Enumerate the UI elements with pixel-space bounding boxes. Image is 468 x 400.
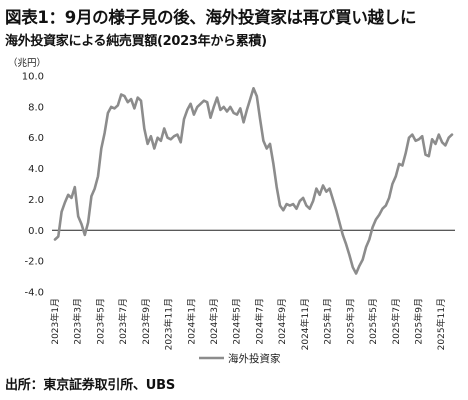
x-tick-label: 2024年9月 xyxy=(276,298,288,345)
y-tick-label: 8.0 xyxy=(28,102,44,113)
series-line xyxy=(53,87,454,275)
x-tick-label: 2025年1月 xyxy=(322,298,334,345)
y-tick-label: -2.0 xyxy=(24,257,44,268)
x-tick-label: 2023年3月 xyxy=(72,298,84,345)
x-axis-ticks: 2023年1月 2023年3月 2023年5月 2023年7月 2023年9月 2023年… xyxy=(49,298,447,350)
x-tick-label: 2025年9月 xyxy=(412,298,424,345)
y-axis-unit: （兆円） xyxy=(8,57,46,69)
y-tick-label: 0.0 xyxy=(28,226,44,237)
x-tick-label: 2023年11月 xyxy=(163,298,175,350)
x-tick-label: 2023年9月 xyxy=(140,298,152,345)
x-tick-label: 2023年5月 xyxy=(94,298,106,345)
x-tick-label: 2025年11月 xyxy=(435,298,447,350)
line-chart: （兆円） 10.0 8.0 6.0 4.0 2.0 0.0 -2.0 -4.0 2023年1月… xyxy=(8,57,455,365)
y-tick-label: -4.0 xyxy=(24,288,44,299)
x-tick-label: 2025年5月 xyxy=(367,298,379,345)
y-tick-label: 10.0 xyxy=(22,72,44,83)
x-tick-label: 2023年7月 xyxy=(117,298,129,345)
y-tick-label: 4.0 xyxy=(28,164,44,175)
x-tick-label: 2025年3月 xyxy=(344,298,356,345)
legend: 海外投資家 xyxy=(199,352,281,365)
x-tick-label: 2024年7月 xyxy=(253,298,265,345)
series-group xyxy=(53,87,454,275)
x-tick-label: 2025年7月 xyxy=(390,298,402,345)
axes: （兆円） xyxy=(8,57,455,231)
chart-title: 図表1：9月の様子見の後、海外投資家は再び買い越しに xyxy=(5,8,417,27)
source-note: 出所：東京証券取引所、UBS xyxy=(5,378,176,393)
legend-label: 海外投資家 xyxy=(228,352,281,365)
x-tick-label: 2023年1月 xyxy=(49,298,61,345)
x-tick-label: 2024年5月 xyxy=(231,298,243,345)
y-axis-ticks: 10.0 8.0 6.0 4.0 2.0 0.0 -2.0 -4.0 xyxy=(22,72,44,299)
y-tick-label: 6.0 xyxy=(28,133,44,144)
y-tick-label: 2.0 xyxy=(28,195,44,206)
chart-subtitle: 海外投資家による純売買額(2023年から累積) xyxy=(5,34,267,49)
x-tick-label: 2024年1月 xyxy=(185,298,197,345)
x-tick-label: 2024年3月 xyxy=(208,298,220,345)
x-tick-label: 2024年11月 xyxy=(299,298,311,350)
